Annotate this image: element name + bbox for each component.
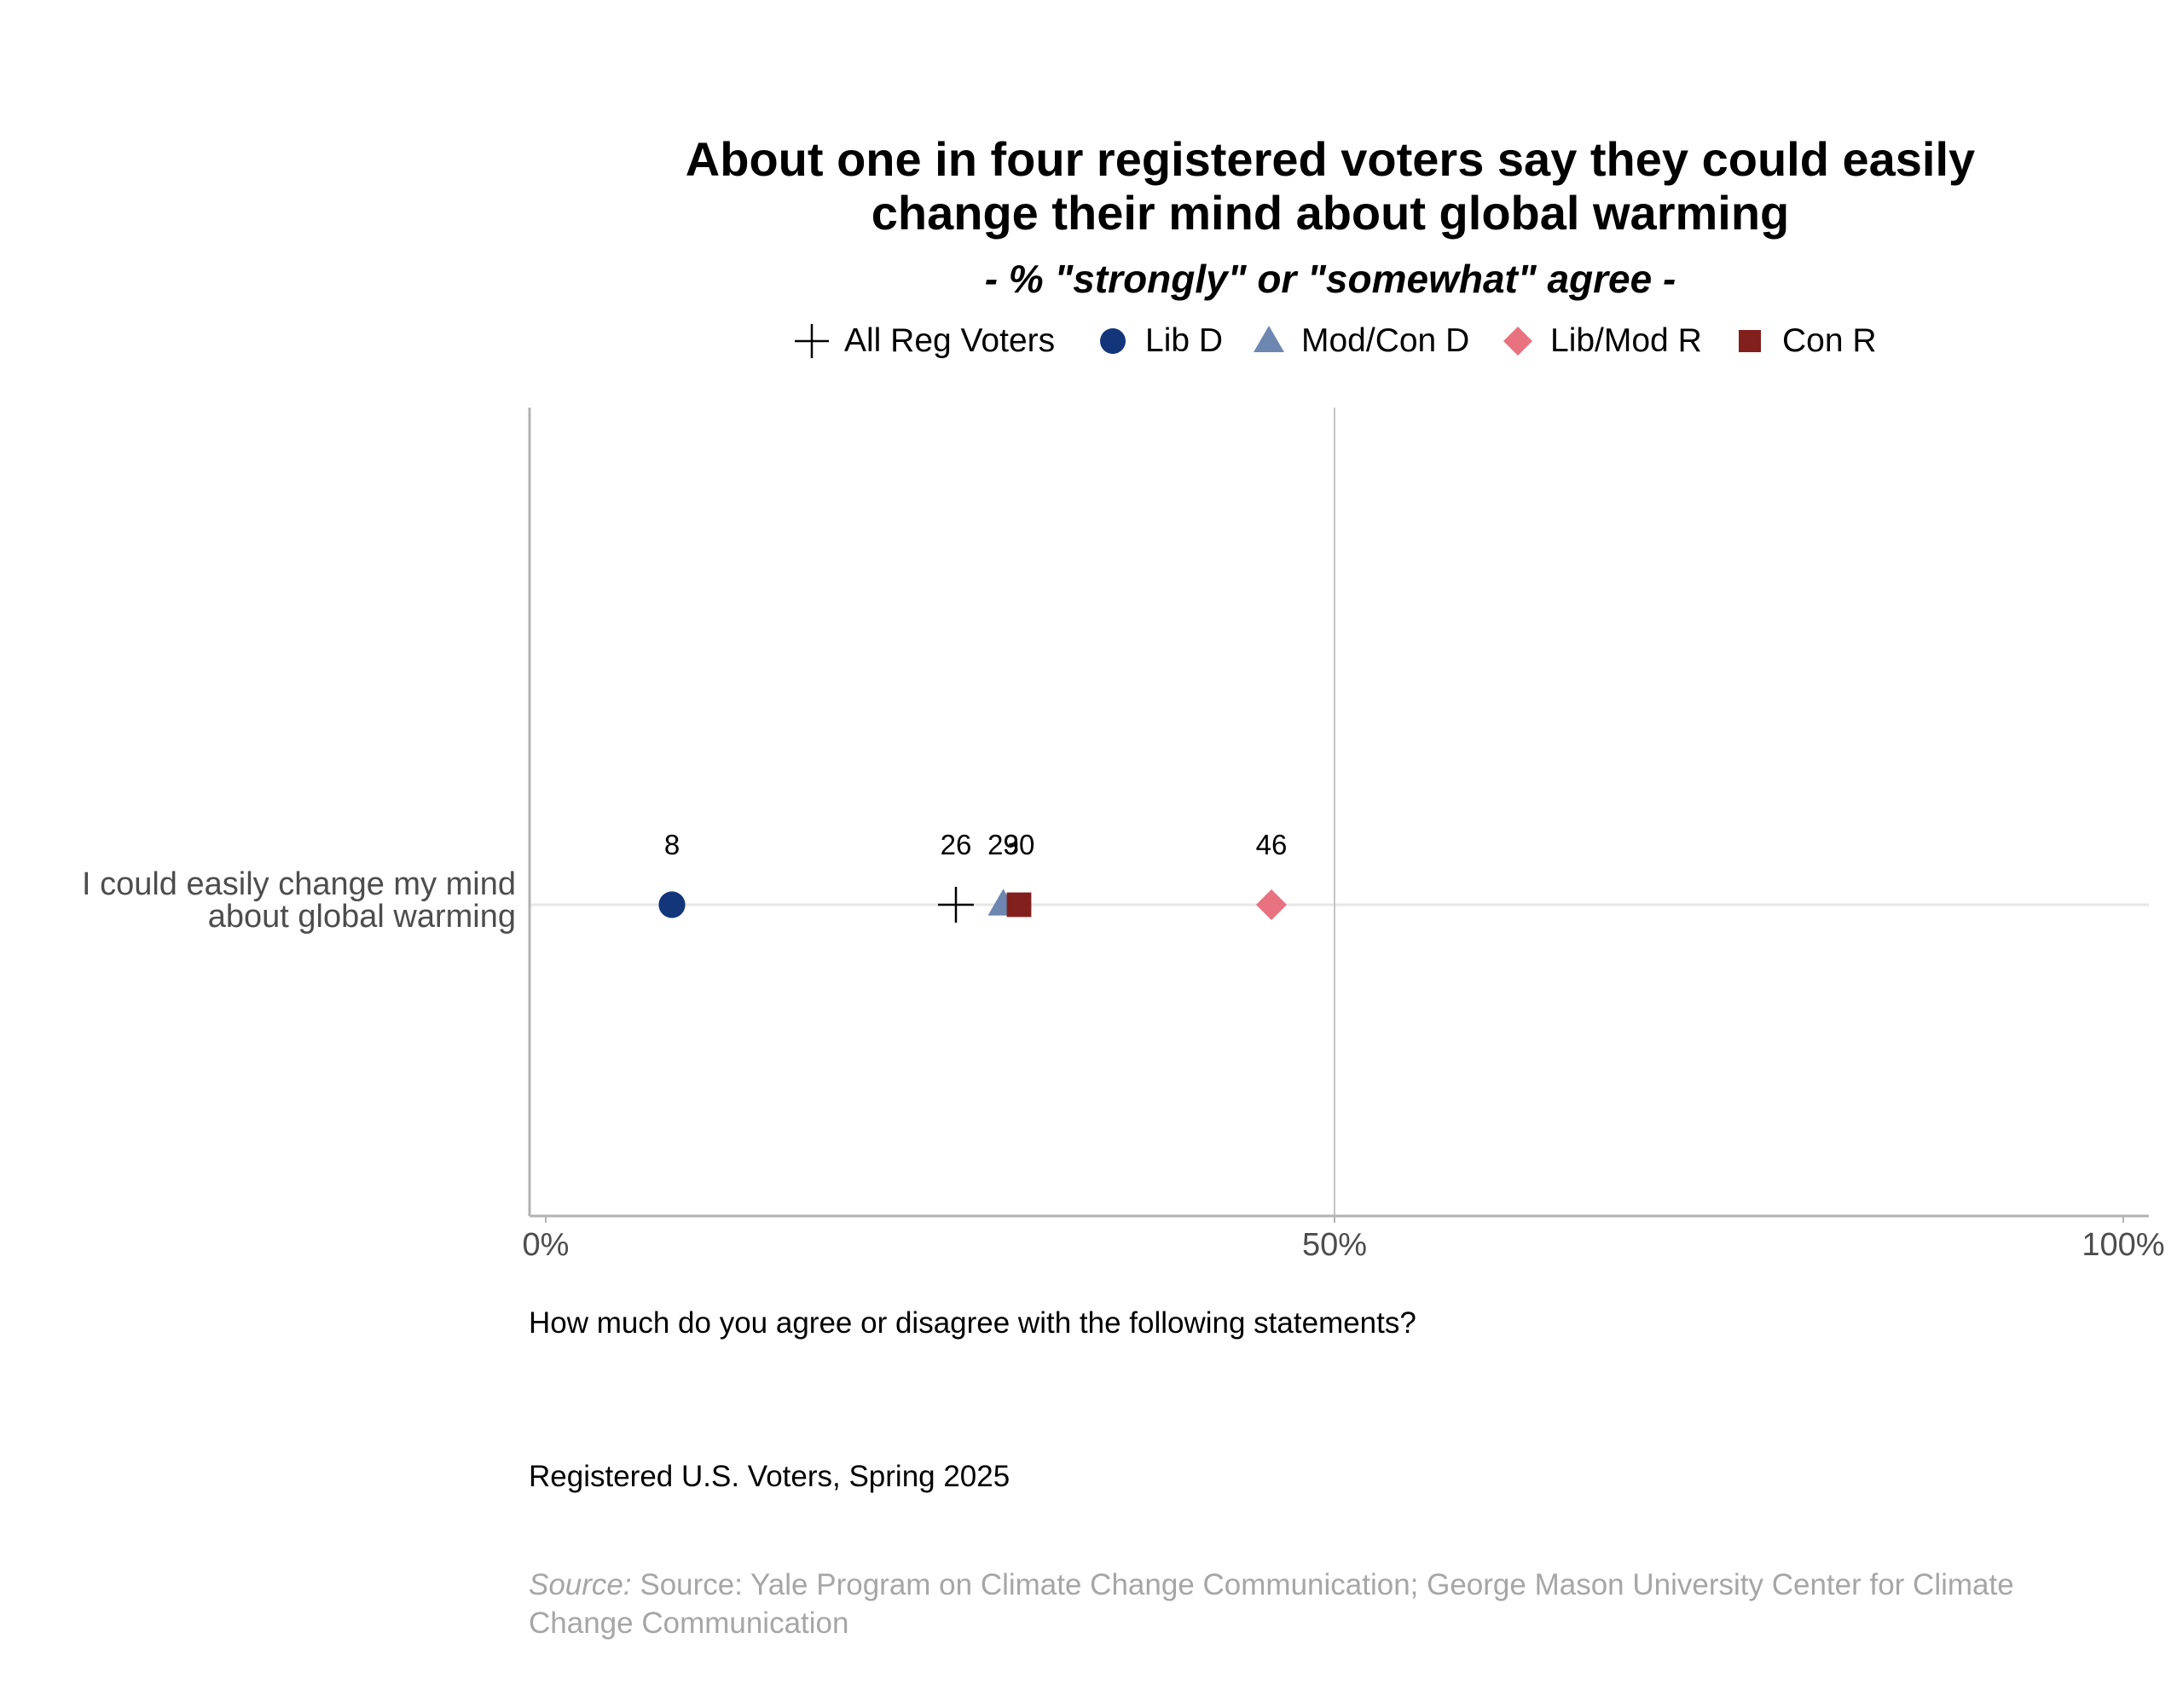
chart-title-line-1: About one in four registered voters say … — [685, 132, 1976, 186]
data-label: 29 — [987, 829, 1019, 860]
data-point-diamond — [1256, 889, 1287, 920]
legend-key-square-icon — [1739, 330, 1761, 352]
legend-key-diamond-icon — [1503, 327, 1532, 356]
source-prefix: Source: — [529, 1568, 632, 1601]
legend-label: Mod/Con D — [1301, 322, 1470, 359]
legend-item: Lib D — [1094, 317, 1223, 365]
sample-note: Registered U.S. Voters, Spring 2025 — [529, 1460, 1010, 1493]
source-text: Source: Yale Program on Climate Change C… — [529, 1568, 2014, 1640]
x-tick-label: 0% — [523, 1227, 570, 1263]
category-label-line-1: I could easily change my mind — [81, 866, 516, 902]
data-point-circle — [658, 891, 686, 918]
data-label: 26 — [941, 829, 972, 860]
legend-key-plus-icon — [795, 324, 829, 358]
source-note: Source: Source: Yale Program on Climate … — [529, 1566, 2064, 1642]
chart-title-line-2: change their mind about global warming — [871, 186, 1790, 240]
category-label: I could easily change my mind about glob… — [82, 868, 516, 933]
legend-label: Lib D — [1145, 322, 1224, 359]
legend-label: All Reg Voters — [844, 322, 1056, 359]
data-label: 30 — [1004, 829, 1035, 860]
legend-label: Lib/Mod R — [1550, 322, 1702, 359]
question-note: How much do you agree or disagree with t… — [529, 1306, 1416, 1340]
legend-key-triangle-icon — [1254, 326, 1284, 352]
chart-title: About one in four registered voters say … — [631, 132, 2030, 240]
legend-item: Con R — [1731, 317, 1877, 365]
chart-subtitle: - % "strongly" or "somewhat" agree - — [984, 257, 1676, 301]
legend-item: Lib/Mod R — [1499, 317, 1702, 365]
data-label: 8 — [664, 829, 680, 860]
legend-item: Mod/Con D — [1250, 317, 1469, 365]
legend-key-circle-icon — [1100, 328, 1126, 354]
x-tick-label: 50% — [1302, 1227, 1367, 1263]
x-tick-label: 100% — [2082, 1227, 2164, 1263]
legend-item: All Reg Voters — [793, 317, 1055, 365]
data-label: 46 — [1256, 829, 1288, 860]
data-point-square — [1006, 892, 1032, 918]
category-label-line-2: about global warming — [207, 899, 516, 935]
data-point-plus — [938, 887, 974, 923]
legend-label: Con R — [1782, 322, 1877, 359]
